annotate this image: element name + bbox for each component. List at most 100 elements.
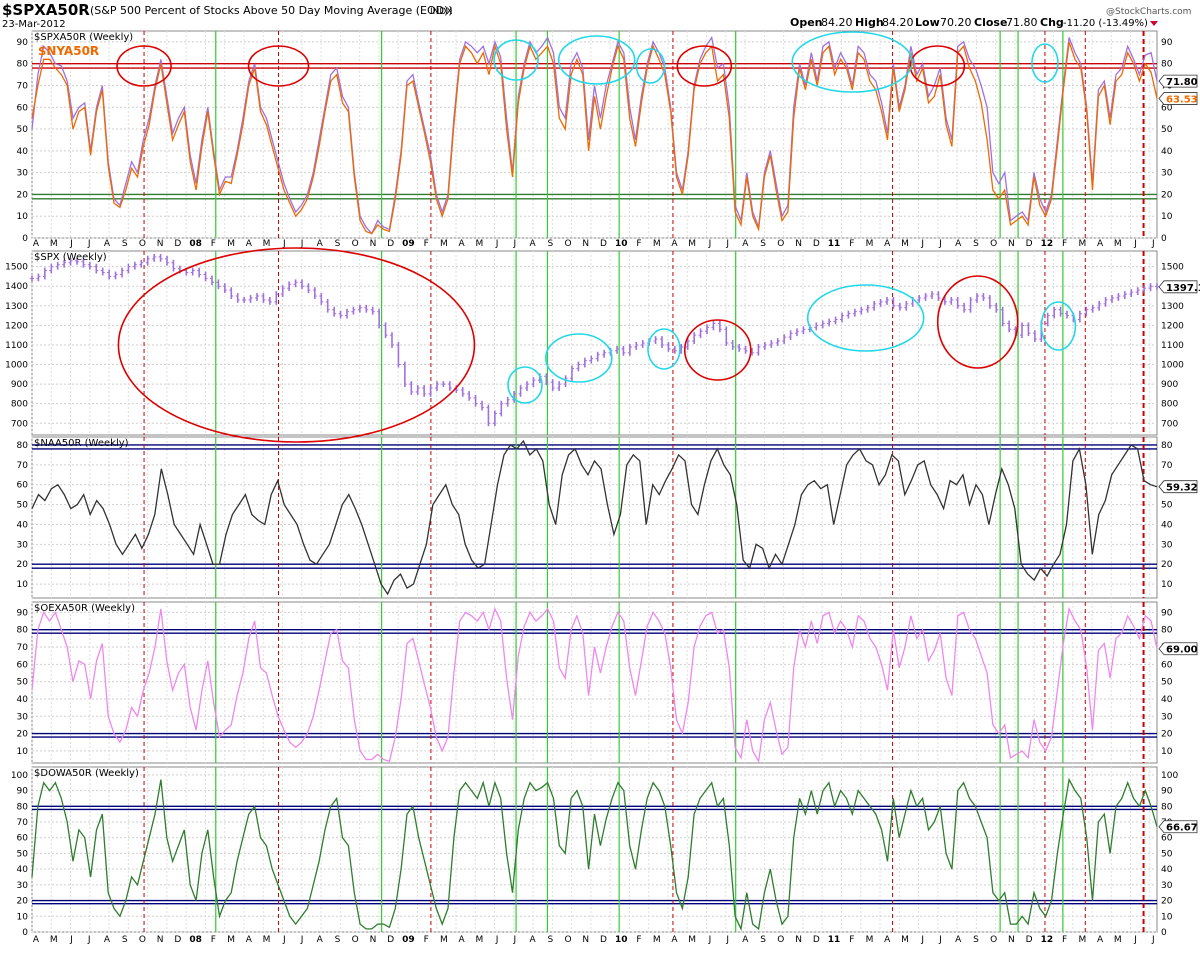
x-axis-tick: M <box>1114 239 1122 249</box>
x-axis-tick: N <box>795 935 802 945</box>
x-axis-tick: J <box>725 239 729 249</box>
spxa50r-y-tick-right: 50 <box>1161 125 1173 135</box>
spxa50r-y-tick-right: 10 <box>1161 212 1173 222</box>
x-axis-tick: M <box>901 239 909 249</box>
x-axis-tick: A <box>671 239 678 249</box>
naa50r-y-tick-left: 30 <box>17 540 29 550</box>
oexa50r-y-tick-right: 40 <box>1161 695 1173 705</box>
x-axis-tick: A <box>459 935 466 945</box>
x-axis-tick: D <box>1026 239 1033 249</box>
x-axis-tick: N <box>157 935 164 945</box>
x-axis-tick: A <box>104 935 111 945</box>
x-axis-tick: A <box>529 239 536 249</box>
oexa50r-y-tick-left: 10 <box>17 747 29 757</box>
oexa50r-y-tick-right: 30 <box>1161 712 1173 722</box>
naa50r-y-tick-left: 20 <box>17 560 29 570</box>
spxa50r-y-tick-left: 0 <box>22 234 28 244</box>
x-axis-tick: J <box>495 935 499 945</box>
oexa50r-panel-title: $OEXA50R (Weekly) <box>34 603 135 614</box>
x-axis-tick: D <box>600 935 607 945</box>
x-axis-tick: S <box>760 935 766 945</box>
x-axis-tick: S <box>547 239 553 249</box>
top-red-circle <box>247 45 310 87</box>
x-axis-tick: M <box>440 239 448 249</box>
oexa50r-y-tick-left: 50 <box>17 678 29 688</box>
spxa50r-y-tick-left: 10 <box>17 212 29 222</box>
oexa50r-y-tick-left: 20 <box>17 730 29 740</box>
dowa50r-y-tick-left: 20 <box>17 897 29 907</box>
spxa50r-panel-title: $SPXA50R (Weekly) <box>34 32 133 43</box>
x-axis-tick: A <box>1097 935 1104 945</box>
x-axis-tick: A <box>742 935 749 945</box>
spxa50r-y-tick-left: 50 <box>17 125 29 135</box>
x-axis-tick: O <box>352 935 359 945</box>
oexa50r-last-value-tag <box>1158 642 1198 656</box>
watermark: @StockCharts.com <box>1106 7 1191 17</box>
dowa50r-series-line <box>31 777 1158 932</box>
spx-last-value: 1397.11 <box>1166 283 1200 294</box>
dowa50r-y-tick-right: 10 <box>1161 912 1173 922</box>
spxa50r-panel-frame <box>31 30 1158 239</box>
x-axis-tick: A <box>33 239 40 249</box>
chg-value: -11.20 (-13.49%) <box>1063 18 1148 29</box>
naa50r-y-tick-right: 30 <box>1161 540 1173 550</box>
spx-cyan-circle <box>545 333 613 383</box>
x-axis-tick: F <box>211 935 216 945</box>
x-axis-tick: D <box>387 239 394 249</box>
x-axis-tick: J <box>282 935 286 945</box>
x-axis-tick: 08 <box>189 935 202 945</box>
oexa50r-y-tick-right: 60 <box>1161 660 1173 670</box>
open-value: 84.20 <box>821 16 853 29</box>
spx-cyan-circle <box>507 366 543 404</box>
dowa50r-y-tick-left: 60 <box>17 834 29 844</box>
top-cyan-circle <box>493 39 539 81</box>
oexa50r-y-tick-right: 20 <box>1161 730 1173 740</box>
x-axis-tick: J <box>69 935 73 945</box>
spx-y-tick-right: 1300 <box>1161 302 1184 312</box>
dowa50r-panel-frame <box>31 766 1158 933</box>
spx-y-tick-left: 800 <box>11 400 28 410</box>
x-axis-tick: 09 <box>402 239 415 249</box>
chart-date: 23-Mar-2012 <box>2 19 66 30</box>
dowa50r-y-tick-left: 70 <box>17 818 29 828</box>
spx-panel-title: $SPX (Weekly) <box>34 252 107 263</box>
dowa50r-y-tick-right: 60 <box>1161 834 1173 844</box>
x-axis-tick: M <box>866 935 874 945</box>
dowa50r-y-tick-left: 40 <box>17 865 29 875</box>
top-cyan-circle <box>791 31 914 93</box>
naa50r-panel-frame <box>31 436 1158 599</box>
x-axis-tick: N <box>370 935 377 945</box>
dowa50r-y-tick-right: 30 <box>1161 881 1173 891</box>
naa50r-y-tick-left: 10 <box>17 580 29 590</box>
x-axis-tick: 08 <box>189 239 202 249</box>
x-axis-tick: M <box>227 935 235 945</box>
x-axis-tick: S <box>122 935 128 945</box>
spxa50r-y-tick-right: 30 <box>1161 169 1173 179</box>
naa50r-y-tick-right: 50 <box>1161 501 1173 511</box>
top-cyan-circle <box>557 35 636 85</box>
spxa50r-y-tick-left: 30 <box>17 169 29 179</box>
close-label: Close <box>974 16 1007 29</box>
x-axis-tick: M <box>50 935 58 945</box>
x-axis-tick: J <box>87 935 91 945</box>
spx-y-tick-left: 1100 <box>5 341 28 351</box>
x-axis-tick: O <box>990 239 997 249</box>
x-axis-tick: F <box>211 239 216 249</box>
dowa50r-y-tick-left: 30 <box>17 881 29 891</box>
low-value: 70.20 <box>940 16 972 29</box>
x-axis-tick: O <box>777 239 784 249</box>
spx-cyan-circle <box>806 284 925 352</box>
x-axis-tick: F <box>849 239 854 249</box>
x-axis-tick: N <box>157 239 164 249</box>
dowa50r-y-tick-right: 0 <box>1161 928 1167 938</box>
x-axis-tick: S <box>547 935 553 945</box>
dowa50r-last-value: 66.67 <box>1166 823 1198 834</box>
dowa50r-y-tick-left: 100 <box>11 771 28 781</box>
x-axis-tick: N <box>795 239 802 249</box>
oexa50r-y-tick-left: 60 <box>17 660 29 670</box>
x-axis-tick: M <box>1078 935 1086 945</box>
x-axis-tick: A <box>104 239 111 249</box>
spx-y-tick-left: 1400 <box>5 282 28 292</box>
x-axis-tick: J <box>513 935 517 945</box>
